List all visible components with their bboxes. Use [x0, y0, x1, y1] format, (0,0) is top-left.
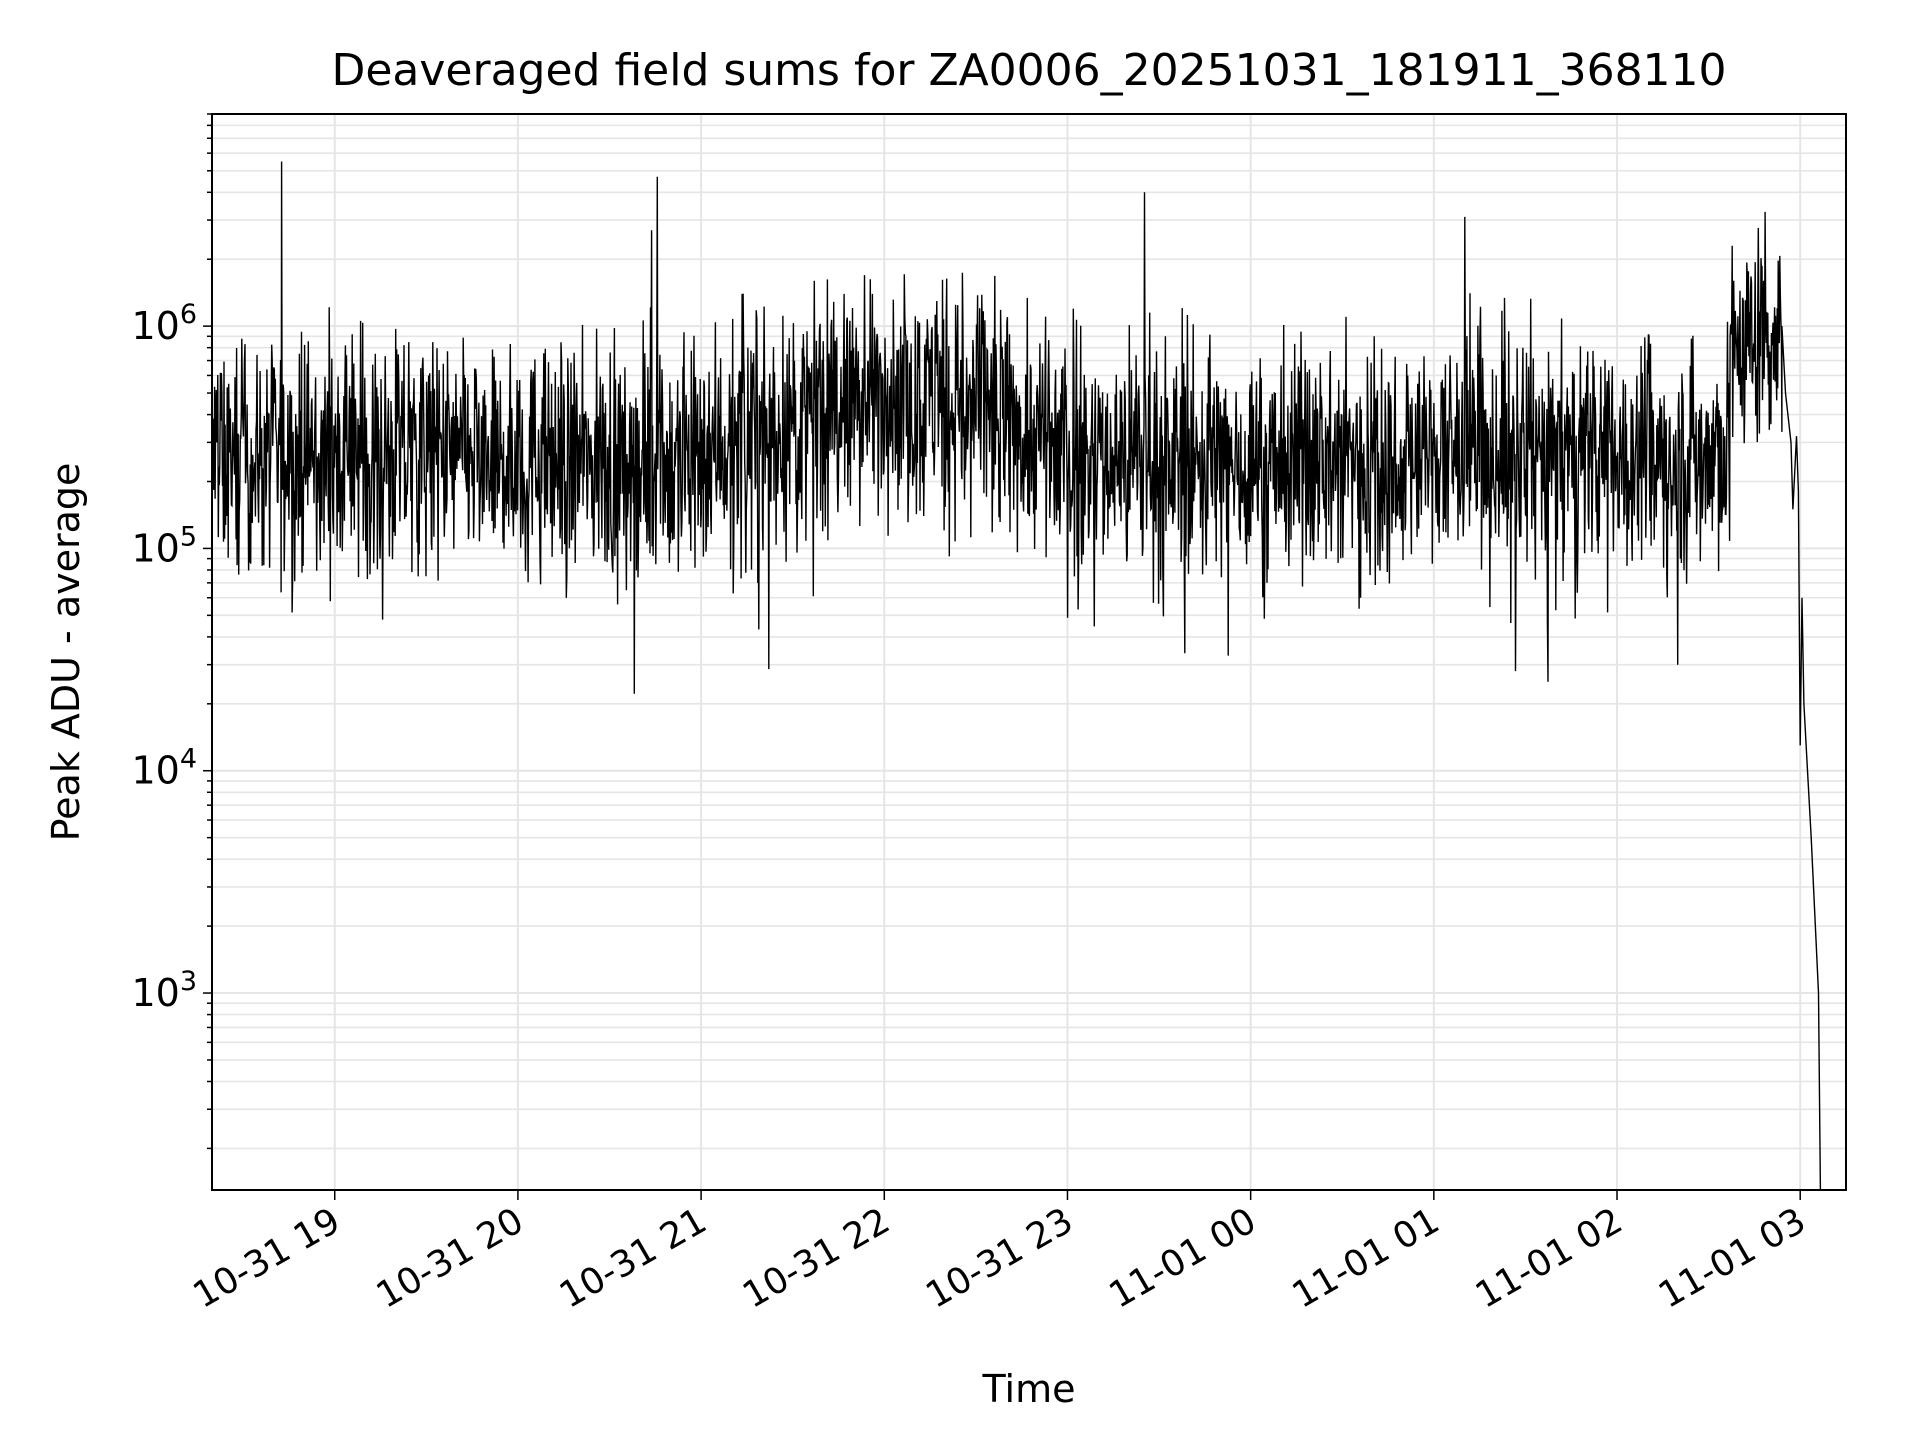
series-line-field-sums — [211, 161, 1822, 1191]
y-axis-label: Peak ADU - average — [44, 463, 88, 842]
data-series — [211, 161, 1822, 1191]
x-axis-label: Time — [982, 1367, 1076, 1411]
y-tick-label: 106 — [131, 299, 197, 348]
chart-title: Deaveraged field sums for ZA0006_2025103… — [331, 45, 1726, 96]
plot-frame — [211, 113, 1847, 1191]
y-tick-label: 104 — [131, 744, 197, 793]
y-tick-label: 105 — [131, 521, 197, 570]
y-tick-label: 103 — [131, 966, 197, 1015]
